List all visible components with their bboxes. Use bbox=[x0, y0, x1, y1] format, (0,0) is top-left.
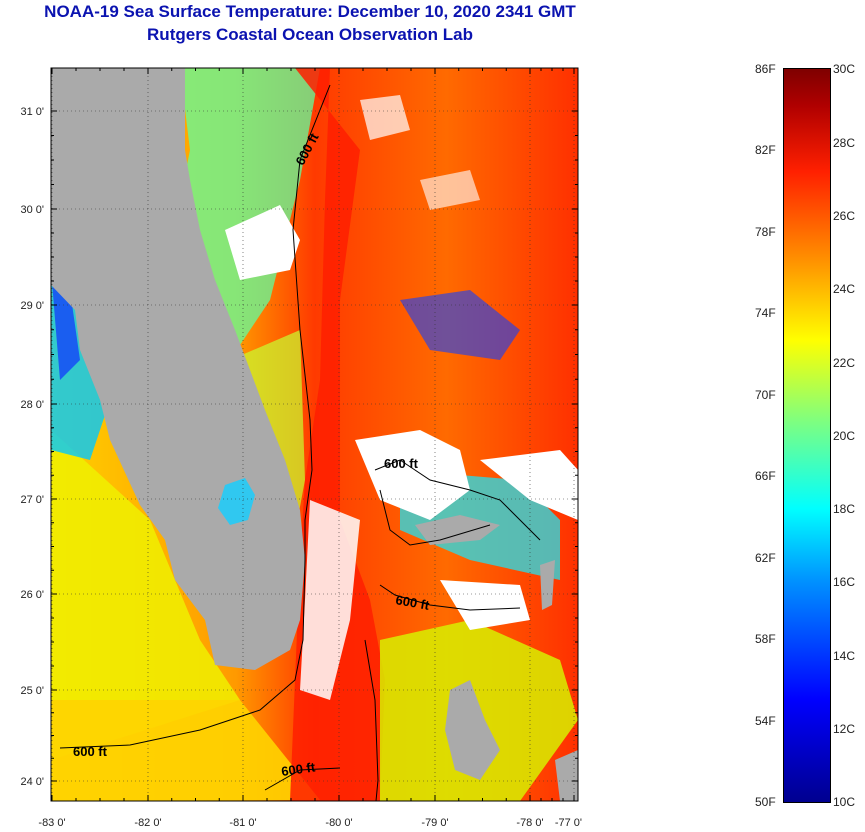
celsius-label: 28C bbox=[833, 136, 856, 150]
contour-600ft-florida bbox=[59, 84, 331, 749]
andros-land bbox=[445, 680, 500, 780]
celsius-label: 16C bbox=[833, 575, 856, 589]
lat-tick-label: 24 0' bbox=[20, 776, 44, 788]
map-title: NOAA-19 Sea Surface Temperature: Decembe… bbox=[44, 2, 576, 21]
nearshore-cold-patch bbox=[51, 270, 80, 380]
contour-label: 600 ft bbox=[73, 744, 108, 759]
grand-bahama-land bbox=[415, 515, 500, 545]
celsius-label: 24C bbox=[833, 282, 856, 296]
lon-tick-label: -82 0' bbox=[134, 817, 161, 829]
celsius-label: 20C bbox=[833, 429, 856, 443]
fahrenheit-label: 70F bbox=[755, 388, 776, 402]
fahrenheit-label: 66F bbox=[755, 469, 776, 483]
contour-label: 600 ft bbox=[280, 759, 316, 779]
fahrenheit-label: 78F bbox=[755, 225, 776, 239]
cloud-patch-4 bbox=[300, 500, 360, 700]
celsius-label: 30C bbox=[833, 62, 856, 76]
fahrenheit-label: 58F bbox=[755, 632, 776, 646]
cloud-patch-6 bbox=[360, 95, 410, 140]
contour-600ft-great-bahama bbox=[379, 584, 521, 611]
contour-600ft-keys bbox=[264, 767, 341, 791]
lon-tick-label: -78 0' bbox=[516, 817, 543, 829]
celsius-label: 26C bbox=[833, 209, 856, 223]
fahrenheit-label: 74F bbox=[755, 306, 776, 320]
celsius-label: 12C bbox=[833, 722, 856, 736]
contour-label: 600 ft bbox=[384, 456, 419, 471]
contour-label: 600 ft bbox=[394, 592, 431, 613]
lat-tick-label: 29 0' bbox=[20, 300, 44, 312]
contour-600ft-north-bahamas bbox=[374, 459, 541, 541]
fahrenheit-label: 82F bbox=[755, 143, 776, 157]
lat-tick-label: 31 0' bbox=[20, 106, 44, 118]
lat-tick-label: 27 0' bbox=[20, 494, 44, 506]
fahrenheit-label: 54F bbox=[755, 714, 776, 728]
lon-tick-label: -83 0' bbox=[38, 817, 65, 829]
contour-600ft-south bbox=[364, 639, 379, 801]
lat-tick-label: 28 0' bbox=[20, 399, 44, 411]
lon-tick-label: -79 0' bbox=[421, 817, 448, 829]
cloud-patch-2 bbox=[355, 430, 470, 520]
cloud-patch-1 bbox=[225, 205, 300, 280]
fahrenheit-label: 62F bbox=[755, 551, 776, 565]
contour-600ft-little-bahama bbox=[379, 489, 491, 546]
lon-tick-label: -81 0' bbox=[229, 817, 256, 829]
cloud-patch-3 bbox=[480, 450, 578, 520]
celsius-label: 10C bbox=[833, 795, 856, 809]
celsius-label: 14C bbox=[833, 649, 856, 663]
fahrenheit-label: 50F bbox=[755, 795, 776, 809]
abaco-land bbox=[540, 560, 555, 610]
gulf-warm-region bbox=[51, 430, 240, 760]
lat-tick-label: 26 0' bbox=[20, 589, 44, 601]
celsius-label: 18C bbox=[833, 502, 856, 516]
lat-tick-label: 30 0' bbox=[20, 204, 44, 216]
axis-ticks bbox=[51, 68, 578, 801]
exuma-land bbox=[555, 750, 578, 801]
cloud-patch-5 bbox=[440, 580, 530, 630]
gulf-south-region bbox=[51, 700, 320, 801]
celsius-label: 22C bbox=[833, 356, 856, 370]
map-plot-area bbox=[51, 68, 578, 801]
fahrenheit-label: 86F bbox=[755, 62, 776, 76]
temperature-colorbar bbox=[783, 68, 831, 803]
lat-tick-label: 25 0' bbox=[20, 685, 44, 697]
lake-okeechobee bbox=[218, 478, 255, 525]
lon-tick-label: -77 0' bbox=[555, 817, 582, 829]
offshore-cold-patch bbox=[400, 290, 520, 360]
map-subtitle: Rutgers Coastal Ocean Observation Lab bbox=[147, 25, 473, 44]
lon-tick-label: -80 0' bbox=[325, 817, 352, 829]
